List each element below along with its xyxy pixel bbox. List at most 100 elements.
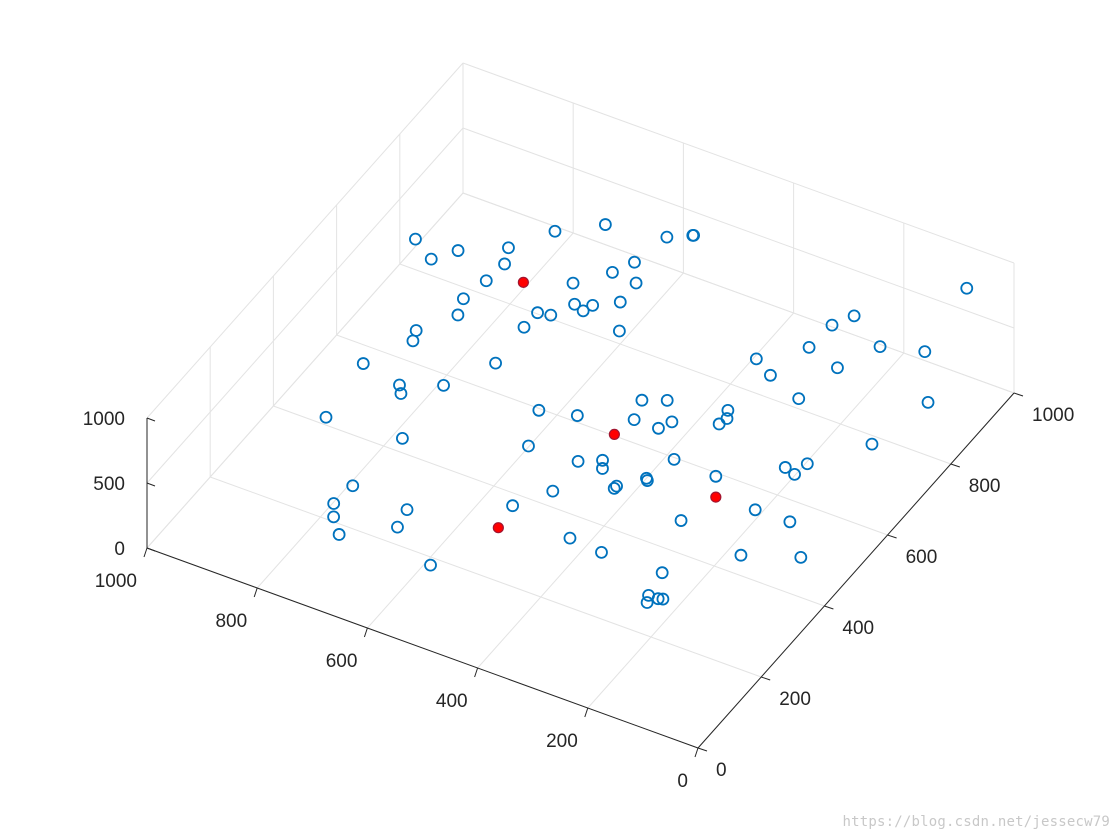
scatter-point <box>788 467 801 481</box>
scatter-point <box>586 298 600 312</box>
grid-line <box>273 405 825 607</box>
scatter-point <box>800 457 814 471</box>
grid-line <box>210 476 762 678</box>
z-tick-mark <box>146 482 156 487</box>
scatter-point <box>327 510 341 524</box>
scatter-point <box>794 550 808 564</box>
scatter-point <box>596 462 609 475</box>
z-tick-mark <box>146 547 156 552</box>
scatter-point <box>656 592 670 606</box>
grid-line <box>462 192 1015 394</box>
x-axis-line <box>146 547 699 749</box>
scatter-point <box>660 393 674 407</box>
scatter-point <box>598 218 612 231</box>
scatter-point <box>522 439 535 453</box>
z-tick-label: 1000 <box>83 409 125 430</box>
scatter-point <box>489 356 502 370</box>
scatter-point <box>748 503 762 517</box>
scatter-point <box>612 324 626 338</box>
z-tick-label: 0 <box>114 539 125 560</box>
x-tick-label: 1000 <box>95 571 137 592</box>
scatter-point <box>346 479 360 493</box>
scatter-point <box>667 452 681 466</box>
scatter-point <box>712 417 726 431</box>
scatter-point <box>734 548 748 562</box>
scatter-point <box>674 514 688 527</box>
grid-line <box>146 62 464 419</box>
y-tick-label: 800 <box>969 476 1001 497</box>
scatter-point <box>479 274 493 288</box>
z-tick-mark <box>146 417 156 422</box>
scatter-point <box>865 437 879 451</box>
scatter-point <box>391 520 404 534</box>
x-tick-mark <box>474 667 479 678</box>
scatter-point <box>532 403 546 417</box>
scatter-point <box>424 558 437 572</box>
highlight-point <box>492 522 504 534</box>
scatter-point <box>921 395 935 409</box>
scatter-point <box>327 497 341 510</box>
scatter-point <box>831 361 844 375</box>
scatter-point <box>566 276 580 290</box>
scatter-point <box>319 410 333 424</box>
y-tick-mark <box>824 605 834 610</box>
scatter-point <box>610 479 623 493</box>
x-tick-label: 600 <box>326 651 358 672</box>
grid-lines <box>146 62 1015 749</box>
y-tick-mark <box>950 463 960 468</box>
scatter-point <box>394 387 408 400</box>
y-tick-mark <box>1013 392 1024 397</box>
scatter-point <box>778 461 792 474</box>
x-tick-mark <box>694 747 699 758</box>
highlight-point <box>710 491 722 503</box>
x-tick-label: 200 <box>546 731 578 752</box>
scatter-point <box>596 453 609 467</box>
scatter-point <box>406 334 420 348</box>
scatter-point <box>651 592 665 606</box>
scatter-point <box>687 228 701 242</box>
scatter-point <box>665 415 679 429</box>
scatter-point <box>563 531 577 545</box>
scatter-point <box>847 309 861 323</box>
y-tick-mark <box>697 747 708 752</box>
scatter-point <box>721 403 735 417</box>
scatter-point <box>607 481 621 495</box>
x-tick-label: 800 <box>215 611 247 632</box>
scatter-point <box>595 545 608 559</box>
scatter-point <box>640 474 654 487</box>
grid-line <box>462 127 1015 329</box>
scatter-point <box>802 340 816 354</box>
scatter-point <box>546 484 560 498</box>
x-tick-mark <box>584 707 589 718</box>
x-tick-mark <box>253 587 258 598</box>
scatter-point <box>451 308 465 322</box>
axes <box>143 392 1024 758</box>
y-tick-mark <box>887 534 897 539</box>
scatter-point <box>571 454 585 468</box>
scatter-point <box>409 232 422 246</box>
scatter-point <box>918 345 932 359</box>
scatter-point <box>825 318 839 332</box>
scatter-point <box>548 224 562 238</box>
y-tick-label: 200 <box>779 689 811 710</box>
z-tick-label: 500 <box>93 474 125 495</box>
data-points <box>319 218 974 609</box>
y-tick-label: 600 <box>906 547 938 568</box>
x-tick-mark <box>143 547 148 558</box>
scatter-point <box>568 297 581 311</box>
grid-line <box>399 263 951 465</box>
grid-line <box>477 312 794 669</box>
scatter-point <box>635 393 649 407</box>
grid-line <box>256 232 574 589</box>
x-tick-label: 400 <box>436 691 468 712</box>
watermark-text: https://blog.csdn.net/jessecw79 <box>842 814 1110 830</box>
y-axis-line <box>697 392 1015 749</box>
y-tick-label: 1000 <box>1032 405 1074 426</box>
scatter-point <box>709 469 723 483</box>
scatter-point <box>570 409 584 422</box>
scatter-point <box>451 244 465 257</box>
y-tick-label: 400 <box>842 618 874 639</box>
scatter-point <box>749 352 763 366</box>
highlight-point <box>608 428 620 440</box>
